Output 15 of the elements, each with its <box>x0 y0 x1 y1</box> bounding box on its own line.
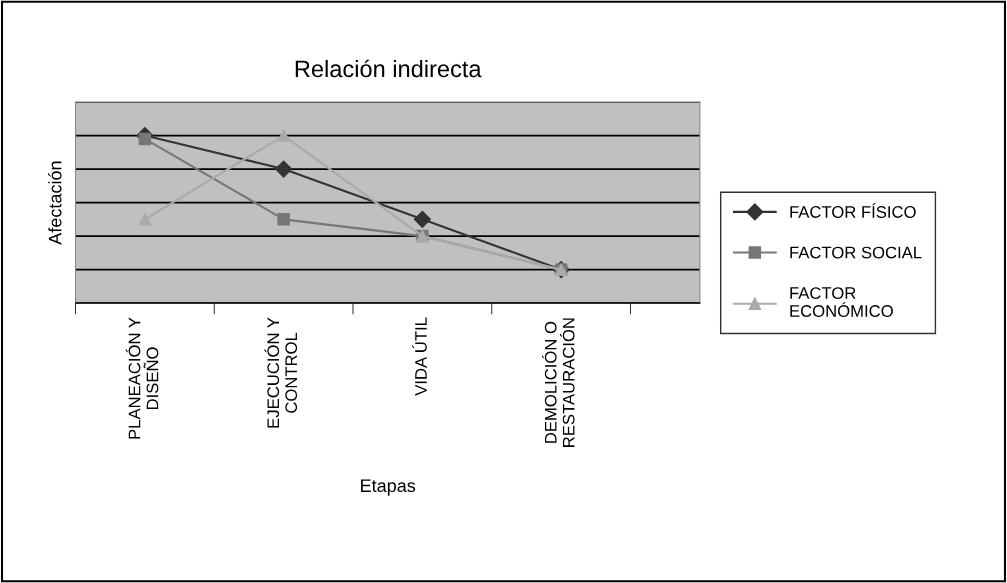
point <box>138 132 152 146</box>
legend-label: FACTOR ECONÓMICO <box>790 287 893 317</box>
point <box>277 129 290 142</box>
legend-label: FACTOR FÍSICO <box>790 203 916 218</box>
point <box>275 160 293 178</box>
x-tick-label: PLANEACIÓN Y DISEÑO <box>125 317 159 439</box>
legend-label: FACTOR SOCIAL <box>790 246 922 259</box>
x-axis-title: Etapas <box>361 479 416 496</box>
point <box>277 213 290 226</box>
x-tick-label: DEMOLICIÓN O RESTAURACIÓN <box>542 318 575 447</box>
chart-title: Relación indirecta <box>295 59 482 78</box>
x-tick-label: EJECUCIÓN Y CONTROL <box>264 317 298 428</box>
x-tick-label: VIDA ÚTIL <box>412 317 427 396</box>
y-axis-title: Afectación <box>48 161 62 245</box>
point <box>413 210 431 228</box>
